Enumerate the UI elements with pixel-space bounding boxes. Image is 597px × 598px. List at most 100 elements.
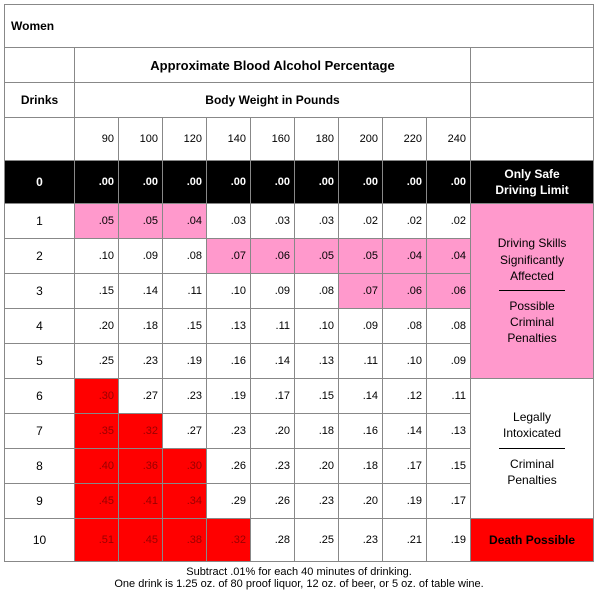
bac-10-220: .21 (383, 519, 427, 562)
bac-5-180: .13 (295, 344, 339, 379)
weight-header-140: 140 (207, 118, 251, 161)
drinks-header: Drinks (5, 83, 75, 118)
bac-7-240: .13 (427, 414, 471, 449)
bac-7-180: .18 (295, 414, 339, 449)
bac-2-160: .06 (251, 239, 295, 274)
bac-5-100: .23 (119, 344, 163, 379)
category-2: LegallyIntoxicatedCriminalPenalties (471, 379, 594, 519)
bac-0-90: .00 (75, 161, 119, 204)
bac-0-240: .00 (427, 161, 471, 204)
bac-3-180: .08 (295, 274, 339, 309)
bac-4-200: .09 (339, 309, 383, 344)
bac-7-140: .23 (207, 414, 251, 449)
blank-cell (5, 118, 75, 161)
bac-2-180: .05 (295, 239, 339, 274)
bac-8-100: .36 (119, 449, 163, 484)
bac-1-160: .03 (251, 204, 295, 239)
bac-6-120: .23 (163, 379, 207, 414)
bac-9-100: .41 (119, 484, 163, 519)
bac-9-120: .34 (163, 484, 207, 519)
weight-header-120: 120 (163, 118, 207, 161)
bac-8-120: .30 (163, 449, 207, 484)
bac-0-200: .00 (339, 161, 383, 204)
bac-9-180: .23 (295, 484, 339, 519)
category-3: Death Possible (471, 519, 594, 562)
bac-5-240: .09 (427, 344, 471, 379)
bac-0-120: .00 (163, 161, 207, 204)
weight-header-180: 180 (295, 118, 339, 161)
bac-10-200: .23 (339, 519, 383, 562)
bac-8-200: .18 (339, 449, 383, 484)
drinks-3: 3 (5, 274, 75, 309)
bac-1-120: .04 (163, 204, 207, 239)
bac-4-140: .13 (207, 309, 251, 344)
bac-0-180: .00 (295, 161, 339, 204)
bac-5-220: .10 (383, 344, 427, 379)
bac-10-180: .25 (295, 519, 339, 562)
bac-table: WomenApproximate Blood Alcohol Percentag… (4, 4, 594, 594)
bac-1-140: .03 (207, 204, 251, 239)
bac-8-180: .20 (295, 449, 339, 484)
bac-0-100: .00 (119, 161, 163, 204)
bac-5-140: .16 (207, 344, 251, 379)
bac-10-100: .45 (119, 519, 163, 562)
bac-3-160: .09 (251, 274, 295, 309)
bac-4-240: .08 (427, 309, 471, 344)
bac-2-240: .04 (427, 239, 471, 274)
bac-10-160: .28 (251, 519, 295, 562)
bac-7-90: .35 (75, 414, 119, 449)
bac-8-140: .26 (207, 449, 251, 484)
bac-1-220: .02 (383, 204, 427, 239)
bac-7-160: .20 (251, 414, 295, 449)
footnote: Subtract .01% for each 40 minutes of dri… (5, 562, 594, 595)
bac-8-220: .17 (383, 449, 427, 484)
bac-10-140: .32 (207, 519, 251, 562)
bac-2-100: .09 (119, 239, 163, 274)
bac-6-200: .14 (339, 379, 383, 414)
blank-cell (471, 83, 594, 118)
bac-6-140: .19 (207, 379, 251, 414)
drinks-8: 8 (5, 449, 75, 484)
bac-9-140: .29 (207, 484, 251, 519)
table-title: Women (5, 5, 594, 48)
category-1: Driving SkillsSignificantlyAffectedPossi… (471, 204, 594, 379)
bac-3-120: .11 (163, 274, 207, 309)
bac-7-120: .27 (163, 414, 207, 449)
bac-1-200: .02 (339, 204, 383, 239)
bac-1-100: .05 (119, 204, 163, 239)
bac-7-100: .32 (119, 414, 163, 449)
blank-cell (471, 118, 594, 161)
weight-header-220: 220 (383, 118, 427, 161)
bac-6-220: .12 (383, 379, 427, 414)
bac-2-200: .05 (339, 239, 383, 274)
bac-6-100: .27 (119, 379, 163, 414)
main-header: Approximate Blood Alcohol Percentage (75, 48, 471, 83)
bac-2-120: .08 (163, 239, 207, 274)
drinks-6: 6 (5, 379, 75, 414)
drinks-1: 1 (5, 204, 75, 239)
bac-3-240: .06 (427, 274, 471, 309)
bac-6-240: .11 (427, 379, 471, 414)
bac-10-120: .38 (163, 519, 207, 562)
bac-4-100: .18 (119, 309, 163, 344)
bac-2-90: .10 (75, 239, 119, 274)
bac-9-200: .20 (339, 484, 383, 519)
bac-6-160: .17 (251, 379, 295, 414)
weight-header-200: 200 (339, 118, 383, 161)
bac-4-180: .10 (295, 309, 339, 344)
bac-8-240: .15 (427, 449, 471, 484)
bac-1-240: .02 (427, 204, 471, 239)
weight-header-100: 100 (119, 118, 163, 161)
bac-2-140: .07 (207, 239, 251, 274)
drinks-7: 7 (5, 414, 75, 449)
bac-4-90: .20 (75, 309, 119, 344)
bac-5-160: .14 (251, 344, 295, 379)
bac-1-180: .03 (295, 204, 339, 239)
bac-9-160: .26 (251, 484, 295, 519)
bac-0-220: .00 (383, 161, 427, 204)
bac-3-90: .15 (75, 274, 119, 309)
bac-5-200: .11 (339, 344, 383, 379)
drinks-4: 4 (5, 309, 75, 344)
weight-header-90: 90 (75, 118, 119, 161)
bac-2-220: .04 (383, 239, 427, 274)
